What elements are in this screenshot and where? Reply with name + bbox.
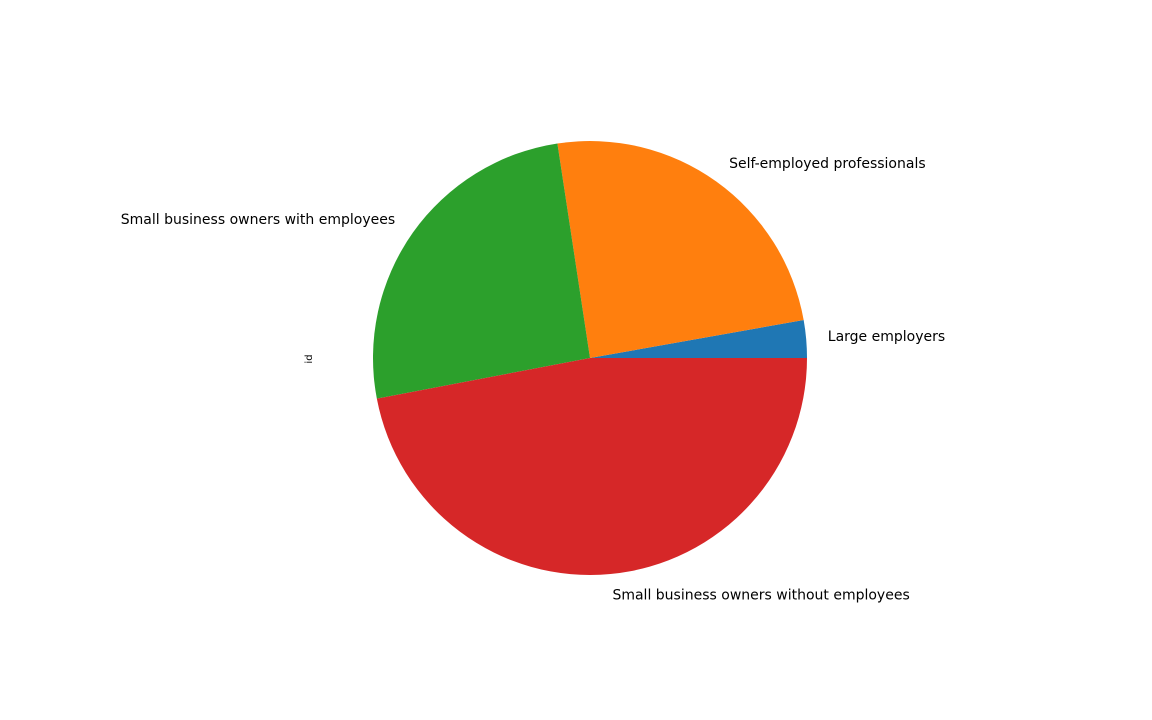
y-axis-label: id [304, 354, 315, 363]
pie-slice-label-self-employed-professionals: Self-employed professionals [729, 156, 926, 172]
pie-slice-label-small-business-owners-without-employees: Small business owners without employees [612, 588, 909, 604]
pie-slice-label-small-business-owners-with-employees: Small business owners with employees [121, 212, 395, 228]
pie-slices [373, 141, 807, 575]
pie-slice-large-employers [590, 320, 807, 358]
pie-slice-small-business-owners-without-employees [376, 358, 807, 575]
pie-slice-labels: Large employers Self-employed professiona… [121, 156, 945, 604]
pie-slice-small-business-owners-with-employees [373, 143, 590, 399]
pie-slice-label-large-employers: Large employers [828, 329, 945, 345]
pie-slice-self-employed-professionals [557, 141, 804, 358]
